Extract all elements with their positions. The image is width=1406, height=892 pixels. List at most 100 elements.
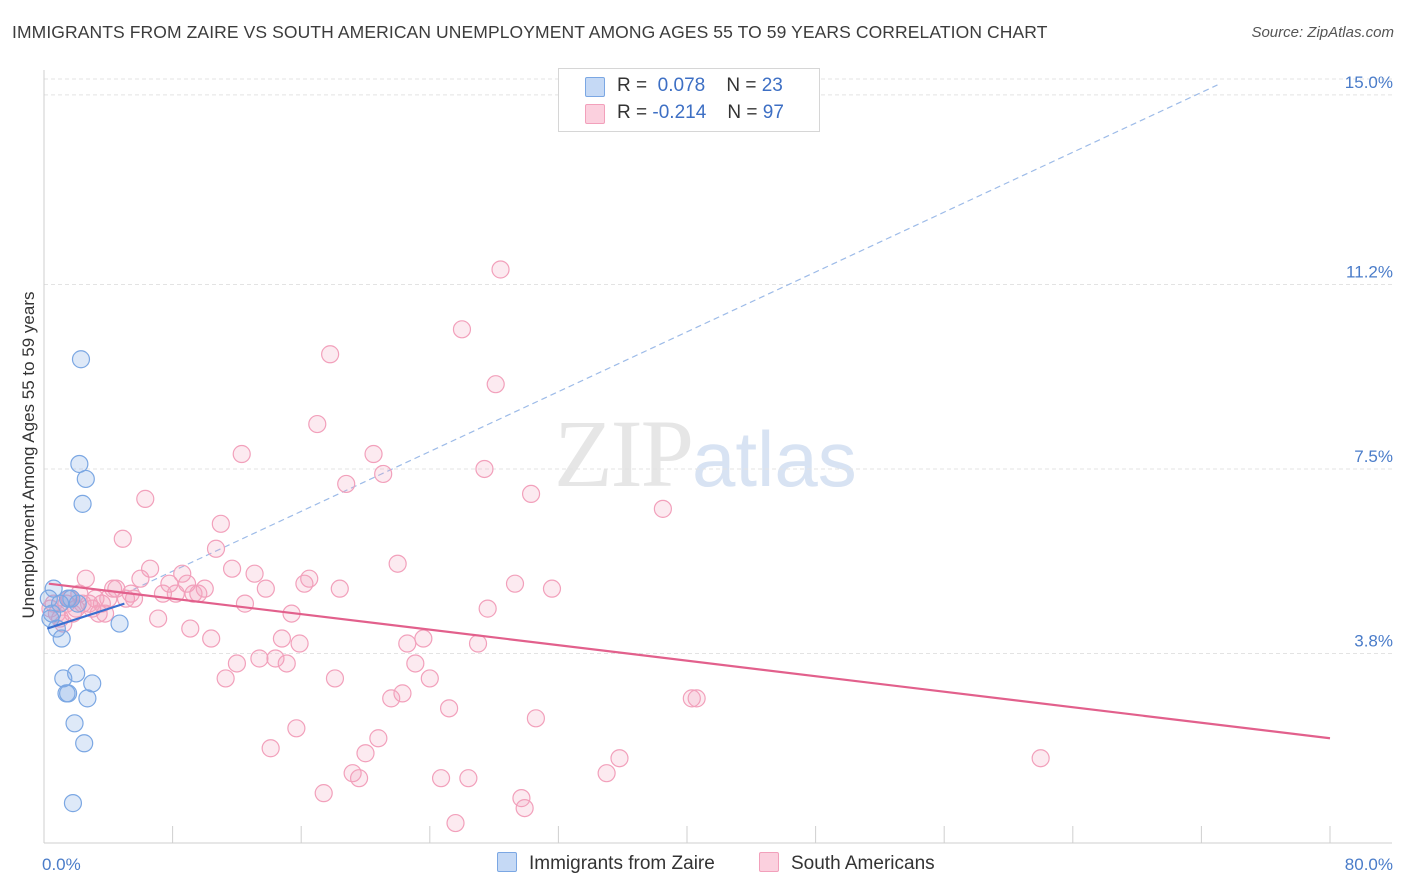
south-americans-trend-line — [48, 582, 1331, 740]
y-tick-label: 15.0% — [1345, 73, 1393, 92]
south-american-point — [414, 629, 433, 648]
south-american-point — [287, 719, 306, 738]
south-american-point — [459, 769, 478, 788]
south-american-point — [140, 559, 160, 578]
south-american-point — [131, 569, 150, 588]
south-american-point — [542, 579, 562, 598]
correlation-legend: R = 0.078 N = 23 R = -0.214 N = 97 — [558, 68, 820, 132]
watermark: ZIPatlas — [554, 398, 857, 509]
zaire-point — [71, 350, 91, 369]
bottom-legend-swatch-zaire — [497, 852, 517, 872]
south-american-point — [314, 784, 333, 803]
south-american-point — [431, 769, 451, 788]
legend-n-value: 97 — [762, 102, 784, 123]
legend-r-value: -0.214 — [652, 102, 707, 123]
zaire-point — [73, 494, 92, 513]
zaire-point — [39, 589, 58, 608]
bottom-legend-label-south: South Americans — [791, 853, 935, 874]
south-american-point — [388, 554, 407, 573]
x-tick-label-max: 80.0% — [1345, 855, 1393, 874]
legend-r-label: R = — [617, 102, 648, 123]
south-american-point — [232, 444, 251, 464]
zaire-point — [52, 629, 71, 648]
south-american-point — [446, 813, 465, 833]
south-american-point — [295, 574, 314, 593]
south-american-point — [300, 569, 319, 588]
zaire-point — [59, 684, 78, 703]
reference-line — [124, 84, 1218, 595]
south-american-point — [181, 619, 200, 638]
south-american-point — [515, 798, 534, 818]
zaire-points — [39, 350, 129, 813]
legend-r-value: 0.078 — [657, 75, 706, 96]
south-american-point — [1031, 749, 1050, 768]
south-american-point — [398, 634, 417, 653]
zaire-point — [67, 664, 86, 683]
south-american-point — [653, 499, 672, 518]
bottom-legend-label-zaire: Immigrants from Zaire — [529, 853, 715, 874]
watermark-atlas: atlas — [692, 415, 857, 503]
zaire-point — [63, 794, 83, 813]
zaire-point — [75, 734, 94, 753]
south-american-point — [272, 629, 292, 648]
south-american-point — [687, 689, 706, 708]
tick-labels: 3.8% 7.5% 11.2% 15.0% 0.0% 80.0% — [42, 73, 1393, 874]
bottom-legend-zaire: Immigrants from Zaire — [497, 852, 715, 875]
south-american-point — [227, 654, 246, 673]
south-american-point — [206, 539, 226, 558]
legend-r-label: R = — [617, 75, 648, 96]
chart-source: Source: ZipAtlas.com — [1251, 24, 1394, 41]
zaire-point — [70, 454, 89, 474]
south-american-point — [308, 414, 327, 434]
y-axis-label: Unemployment Among Ages 55 to 59 years — [19, 292, 38, 619]
south-american-point — [369, 729, 388, 748]
south-american-point — [521, 484, 541, 504]
legend-n-label: N = — [726, 75, 757, 96]
chart-title: IMMIGRANTS FROM ZAIRE VS SOUTH AMERICAN … — [12, 22, 1048, 42]
legend-n-label: N = — [727, 102, 758, 123]
zaire-point — [68, 594, 87, 613]
south-american-point — [149, 609, 168, 628]
zaire-point — [83, 674, 102, 693]
south-american-point — [330, 579, 349, 598]
south-american-point — [478, 599, 497, 618]
y-tick-label: 3.8% — [1354, 631, 1393, 650]
south-american-point — [610, 749, 629, 768]
south-american-point — [261, 739, 280, 758]
south-american-point — [374, 464, 393, 484]
south-american-point — [682, 689, 701, 708]
south-american-point — [406, 654, 425, 673]
south-american-point — [420, 669, 439, 688]
south-american-point — [505, 574, 525, 593]
south-american-point — [160, 574, 179, 593]
south-american-point — [195, 579, 214, 598]
y-tick-label: 11.2% — [1346, 262, 1393, 281]
south-american-point — [364, 444, 383, 464]
south-american-point — [321, 345, 340, 364]
south-american-point — [486, 375, 505, 394]
south-american-point — [439, 699, 459, 718]
south-american-point — [245, 564, 264, 583]
legend-swatch-zaire — [585, 77, 605, 97]
south-american-point — [113, 529, 132, 548]
south-american-point — [337, 474, 356, 494]
south-american-point — [235, 594, 255, 613]
south-american-point — [325, 669, 345, 688]
south-american-point — [76, 569, 95, 588]
grid-lines — [44, 78, 1392, 654]
south-american-point — [290, 634, 309, 653]
bottom-legend-swatch-south — [759, 852, 779, 872]
south-american-point — [256, 579, 275, 598]
y-tick-label: 7.5% — [1354, 447, 1393, 466]
bottom-legend-south: South Americans — [759, 852, 935, 875]
south-american-point — [250, 649, 269, 668]
watermark-zip: ZIP — [554, 400, 694, 507]
south-american-point — [526, 709, 545, 728]
legend-n-value: 23 — [761, 75, 783, 96]
south-americans-points — [41, 260, 1050, 833]
reference-line-group — [124, 84, 1218, 595]
south-american-point — [512, 789, 531, 808]
south-american-point — [382, 689, 401, 708]
south-american-point — [491, 260, 510, 279]
